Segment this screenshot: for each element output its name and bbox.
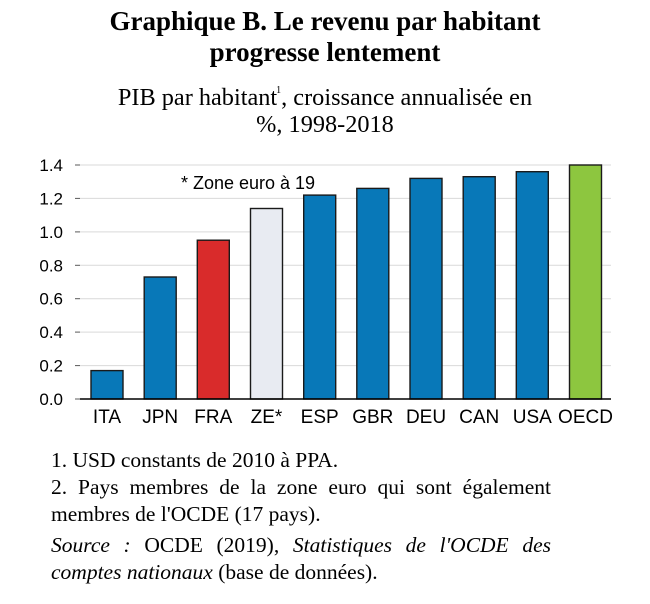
svg-text:ZE*: ZE* [251,407,283,428]
svg-text:1.2: 1.2 [39,189,63,208]
svg-text:OECD: OECD [558,407,613,428]
svg-text:GBR: GBR [352,407,393,428]
svg-text:1.0: 1.0 [39,223,63,242]
svg-text:DEU: DEU [406,407,446,428]
svg-text:JPN: JPN [142,407,178,428]
svg-text:FRA: FRA [194,407,232,428]
svg-text:ESP: ESP [301,407,339,428]
svg-text:CAN: CAN [459,407,499,428]
svg-text:USA: USA [513,407,552,428]
svg-text:1.4: 1.4 [39,156,63,175]
svg-text:0.4: 0.4 [39,323,63,342]
svg-text:0.6: 0.6 [39,290,63,309]
svg-text:0.2: 0.2 [39,357,63,376]
svg-text:ITA: ITA [93,407,121,428]
svg-text:0.8: 0.8 [39,256,63,275]
svg-text:* Zone euro à 19: * Zone euro à 19 [181,173,315,193]
svg-text:0.0: 0.0 [39,390,63,409]
